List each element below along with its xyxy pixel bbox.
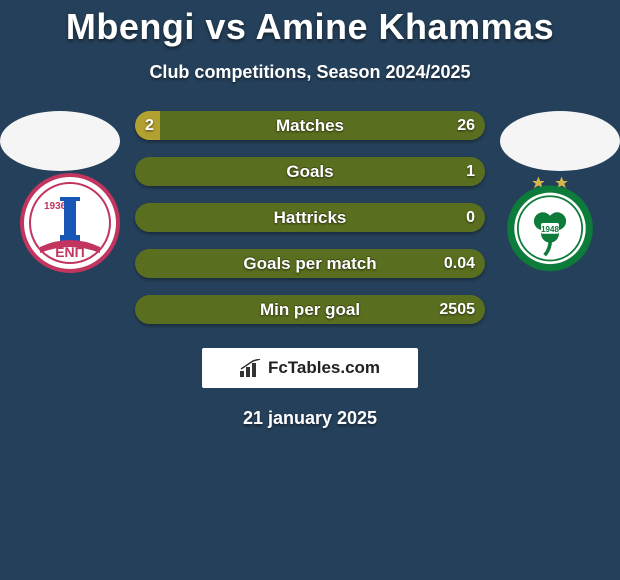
club-badge-right: 1948 bbox=[500, 173, 600, 273]
badge-year-left: 1936 bbox=[44, 201, 67, 212]
subtitle: Club competitions, Season 2024/2025 bbox=[0, 62, 620, 83]
attribution-text: FcTables.com bbox=[268, 358, 380, 378]
stat-bar: Min per goal2505 bbox=[135, 295, 485, 324]
player-avatar-right bbox=[500, 111, 620, 171]
date-label: 21 january 2025 bbox=[0, 408, 620, 429]
player-avatar-left bbox=[0, 111, 120, 171]
club-badge-left: 1936 ENΠ bbox=[20, 173, 120, 273]
stat-bar-right-fill bbox=[135, 249, 485, 278]
stat-bar: Matches226 bbox=[135, 111, 485, 140]
page-title: Mbengi vs Amine Khammas bbox=[0, 0, 620, 48]
comparison-panel: 1936 ENΠ 1948 Matches226 bbox=[0, 111, 620, 324]
chart-icon bbox=[240, 359, 262, 377]
stat-bars: Matches226 Goals1 Hattricks0 Goals per matc… bbox=[135, 111, 485, 324]
stat-bar-right-fill bbox=[135, 295, 485, 324]
attribution-badge: FcTables.com bbox=[202, 348, 418, 388]
stat-bar-right-fill bbox=[135, 157, 485, 186]
stat-bar-left-fill bbox=[135, 111, 160, 140]
stat-bar-right-fill bbox=[160, 111, 485, 140]
stat-bar: Goals1 bbox=[135, 157, 485, 186]
badge-year-right: 1948 bbox=[541, 225, 559, 234]
svg-text:ENΠ: ENΠ bbox=[55, 244, 85, 260]
stat-bar: Goals per match0.04 bbox=[135, 249, 485, 278]
stat-bar: Hattricks0 bbox=[135, 203, 485, 232]
stat-bar-right-fill bbox=[135, 203, 485, 232]
